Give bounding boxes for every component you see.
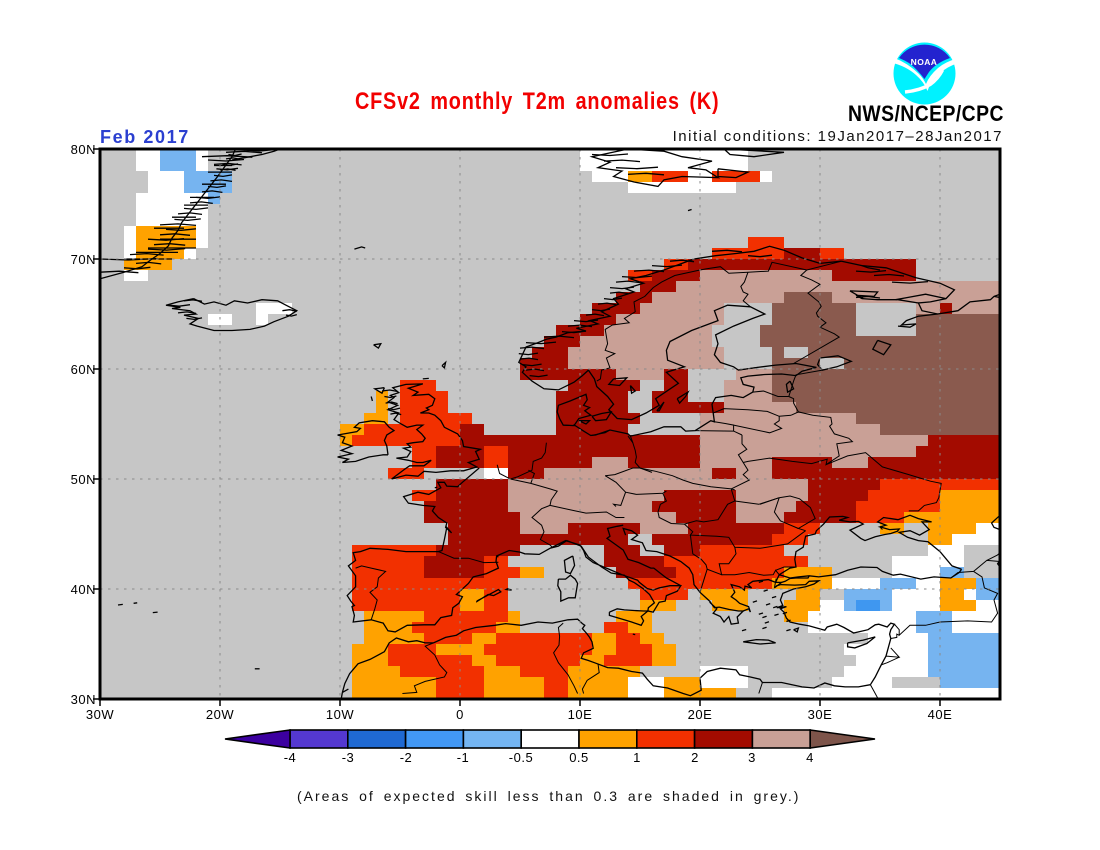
svg-text:NOAA: NOAA [911, 57, 938, 67]
